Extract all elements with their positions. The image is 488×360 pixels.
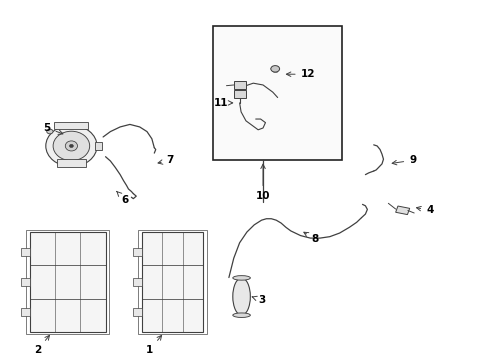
Ellipse shape <box>47 129 53 134</box>
Text: 11: 11 <box>213 98 232 108</box>
Bar <box>21 308 30 316</box>
Text: 9: 9 <box>391 155 415 165</box>
Text: 4: 4 <box>416 206 432 216</box>
Bar <box>95 141 102 150</box>
Bar <box>30 232 105 332</box>
Ellipse shape <box>69 144 73 148</box>
Bar <box>395 206 409 215</box>
Text: 3: 3 <box>252 295 264 305</box>
Text: 2: 2 <box>34 336 49 355</box>
Bar <box>133 278 142 286</box>
Ellipse shape <box>232 278 250 315</box>
Text: 12: 12 <box>286 69 314 79</box>
Ellipse shape <box>53 131 89 161</box>
Bar <box>21 278 30 286</box>
Ellipse shape <box>232 313 250 318</box>
Bar <box>54 122 88 129</box>
Ellipse shape <box>270 66 279 72</box>
Text: 6: 6 <box>116 191 128 205</box>
Bar <box>26 230 109 334</box>
Ellipse shape <box>46 125 97 167</box>
Text: 5: 5 <box>43 123 63 134</box>
Text: 7: 7 <box>158 155 174 165</box>
Bar <box>57 159 86 167</box>
Bar <box>21 248 30 256</box>
Ellipse shape <box>232 276 250 280</box>
Ellipse shape <box>65 141 77 151</box>
Text: 1: 1 <box>145 336 161 355</box>
Text: 8: 8 <box>303 232 318 244</box>
Bar <box>142 232 203 332</box>
Bar <box>133 248 142 256</box>
Bar <box>233 81 245 89</box>
Bar <box>133 308 142 316</box>
Bar <box>212 26 341 160</box>
Bar <box>233 90 245 98</box>
Text: 10: 10 <box>255 164 270 201</box>
Bar <box>138 230 206 334</box>
